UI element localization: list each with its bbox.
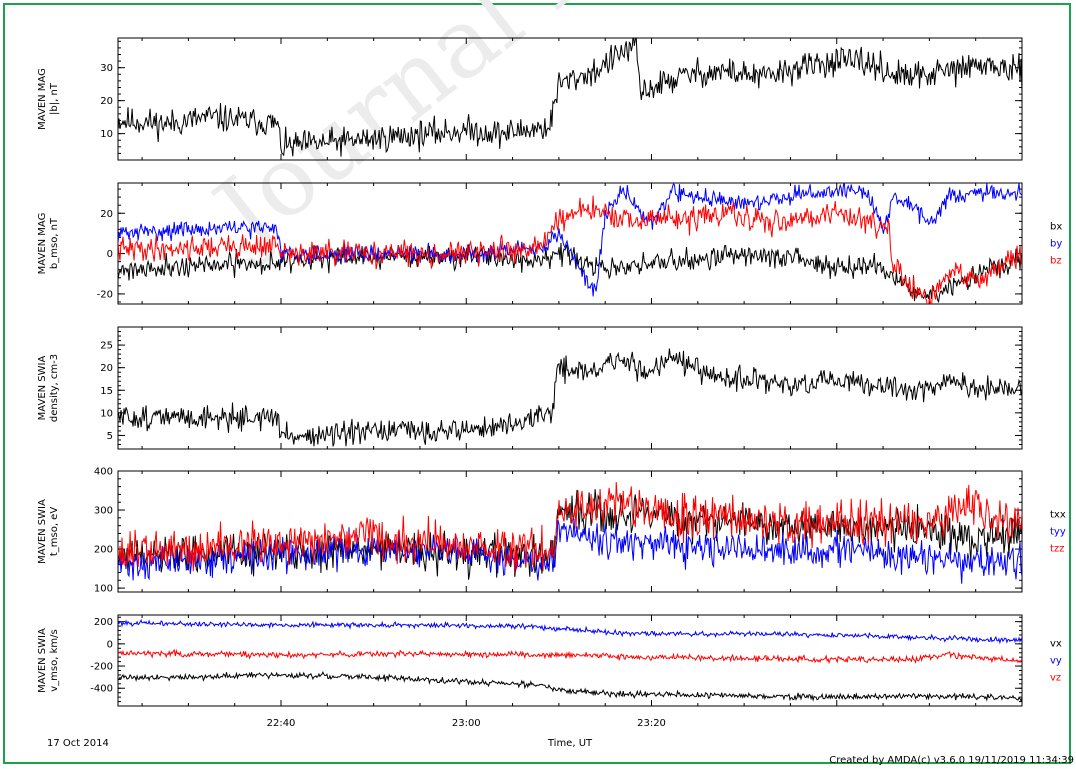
series-line-vz	[118, 648, 1022, 665]
series-line-b-magnitude	[118, 38, 1022, 157]
y-tick-label: 20	[100, 209, 113, 220]
legend-txx: txx	[1050, 510, 1066, 521]
y-tick-label: -400	[90, 684, 113, 695]
y-axis-label: v_mso, km/s	[49, 629, 60, 691]
panel-temperature: 100 200 300 400 MAVEN SWIA t_mso, eV txx tyy tzz	[37, 467, 1066, 595]
panel-b-magnitude: 10 20 30 MAVEN MAG |b|, nT	[37, 37, 1023, 161]
legend-by: by	[1050, 239, 1062, 250]
panel-frame	[117, 326, 1023, 450]
panel-density: 5 10 15 20 25 MAVEN SWIA density, cm-3	[37, 326, 1023, 450]
x-tick-label: 23:00	[452, 718, 481, 729]
legend-vy: vy	[1050, 656, 1062, 667]
y-axis-label: MAVEN SWIA	[37, 628, 48, 693]
y-axis-label: density, cm-3	[49, 354, 60, 422]
y-tick-label: 0	[107, 639, 113, 650]
legend-tzz: tzz	[1050, 544, 1064, 555]
series-line-bx	[118, 242, 1022, 304]
panel-b-mso: -20 0 20 MAVEN MAG b_mso, nT bx by bz	[37, 182, 1062, 305]
y-tick-label: 5	[107, 431, 113, 442]
panel-frame	[117, 37, 1023, 161]
panel-frame	[117, 614, 1023, 707]
y-axis-label: MAVEN SWIA	[37, 499, 48, 564]
y-tick-label: 15	[100, 386, 113, 397]
series-line-by	[118, 183, 1022, 297]
panel-velocity: -400 -200 0 200 MAVEN SWIA v_mso, km/s vx vy vz 2…	[37, 614, 1062, 729]
y-axis-label: MAVEN SWIA	[37, 356, 48, 421]
panel-frame	[117, 182, 1023, 305]
y-tick-label: 20	[100, 96, 113, 107]
series-line-tzz	[118, 481, 1022, 574]
series-line-tyy	[118, 518, 1022, 584]
y-tick-label: 10	[100, 129, 113, 140]
y-tick-label: 400	[94, 467, 113, 478]
y-tick-label: 10	[100, 408, 113, 419]
y-tick-label: -200	[90, 662, 113, 673]
y-tick-label: -20	[97, 289, 113, 300]
panel-frame	[117, 470, 1023, 593]
y-tick-label: 30	[100, 63, 113, 74]
y-tick-label: 20	[100, 363, 113, 374]
footer-credit: Created by AMDA(c) v3.6.0 19/11/2019 11:…	[829, 755, 1074, 766]
series-line-vx	[118, 671, 1022, 702]
y-axis-label: MAVEN MAG	[37, 68, 48, 130]
series-line-vy	[118, 619, 1022, 645]
series-line-density	[118, 348, 1022, 447]
y-axis-label: |b|, nT	[49, 82, 60, 115]
y-tick-label: 25	[100, 341, 113, 352]
y-axis-label: b_mso, nT	[49, 217, 60, 269]
legend-tyy: tyy	[1050, 527, 1066, 538]
x-axis-label: Time, UT	[547, 738, 593, 749]
x-tick-label: 23:20	[637, 718, 666, 729]
legend-bz: bz	[1050, 256, 1062, 267]
y-tick-label: 200	[94, 545, 113, 556]
y-tick-label: 300	[94, 506, 113, 517]
figure-frame	[3, 3, 1071, 764]
legend-vx: vx	[1050, 639, 1062, 650]
legend-vz: vz	[1050, 673, 1061, 684]
legend-bx: bx	[1050, 222, 1062, 233]
y-tick-label: 100	[94, 584, 113, 595]
y-axis-label: MAVEN MAG	[37, 213, 48, 275]
date-label: 17 Oct 2014	[47, 738, 109, 749]
x-tick-label: 22:40	[267, 718, 296, 729]
y-axis-label: t_mso, eV	[49, 507, 60, 557]
y-tick-label: 200	[94, 617, 113, 628]
y-tick-label: 0	[107, 249, 113, 260]
series-line-bz	[118, 195, 1022, 304]
